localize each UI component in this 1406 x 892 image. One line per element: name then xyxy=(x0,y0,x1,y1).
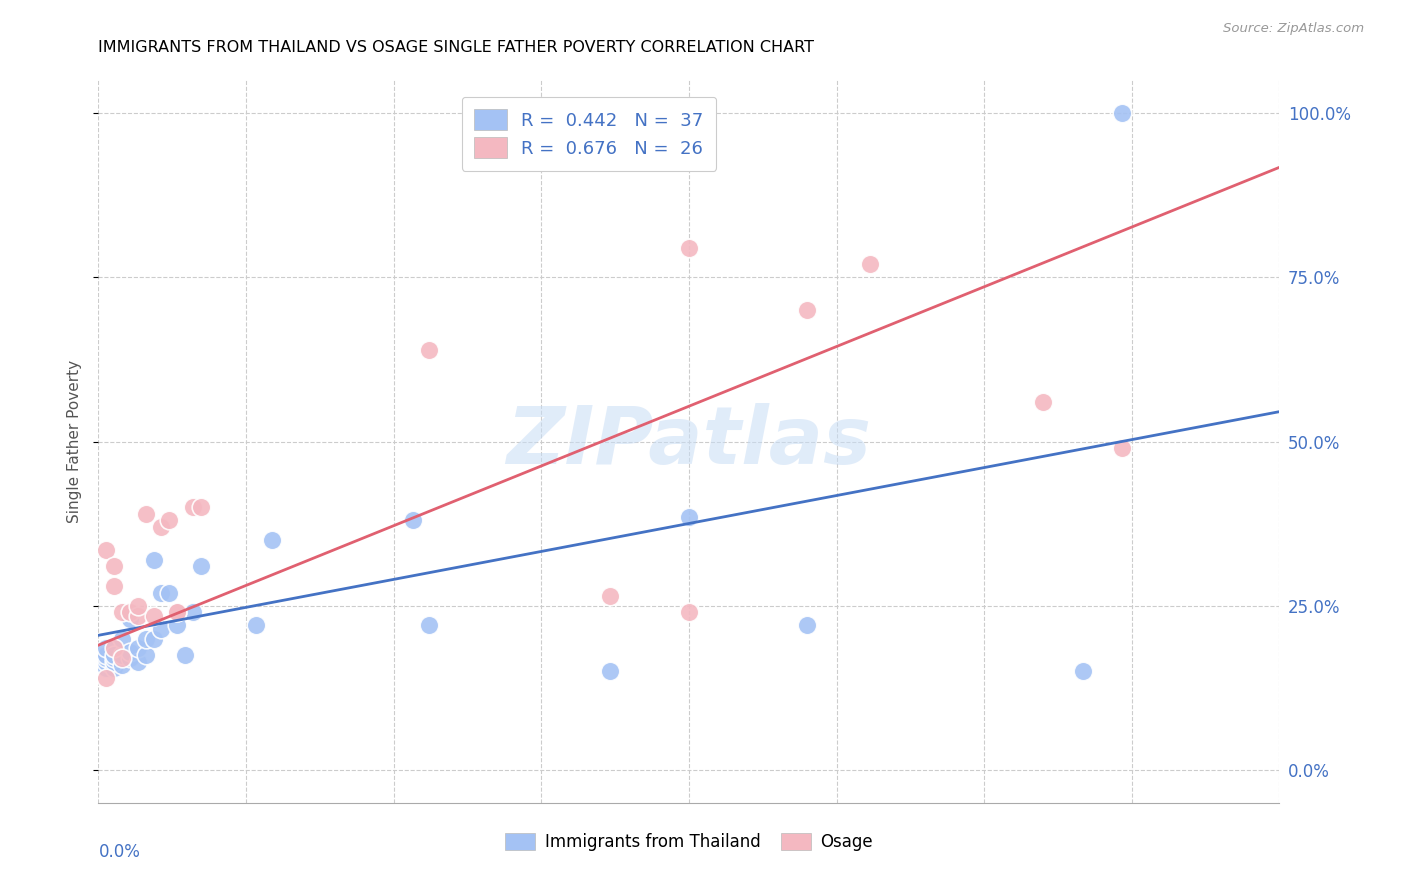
Point xyxy=(599,589,621,603)
Point xyxy=(127,599,149,613)
Point xyxy=(118,645,141,659)
Point xyxy=(181,605,204,619)
Point xyxy=(103,641,125,656)
Point xyxy=(157,513,180,527)
Point xyxy=(96,641,118,656)
Point xyxy=(142,553,165,567)
Point xyxy=(127,641,149,656)
Point xyxy=(96,651,118,665)
Point xyxy=(166,605,188,619)
Point xyxy=(111,651,134,665)
Point xyxy=(96,542,118,557)
Point xyxy=(796,618,818,632)
Point xyxy=(166,605,188,619)
Point xyxy=(103,648,125,662)
Point xyxy=(174,648,197,662)
Point xyxy=(103,651,125,665)
Point xyxy=(190,500,212,515)
Point xyxy=(150,585,173,599)
Point xyxy=(96,671,118,685)
Point xyxy=(111,605,134,619)
Point xyxy=(118,612,141,626)
Point xyxy=(190,559,212,574)
Point xyxy=(678,510,700,524)
Point xyxy=(1111,441,1133,455)
Point xyxy=(418,618,440,632)
Point xyxy=(166,618,188,632)
Point xyxy=(135,507,157,521)
Point xyxy=(418,343,440,357)
Point xyxy=(142,608,165,623)
Point xyxy=(111,632,134,646)
Text: Source: ZipAtlas.com: Source: ZipAtlas.com xyxy=(1223,22,1364,36)
Point xyxy=(111,657,134,672)
Point xyxy=(181,500,204,515)
Point xyxy=(96,648,118,662)
Text: IMMIGRANTS FROM THAILAND VS OSAGE SINGLE FATHER POVERTY CORRELATION CHART: IMMIGRANTS FROM THAILAND VS OSAGE SINGLE… xyxy=(98,40,814,55)
Point xyxy=(1032,395,1054,409)
Text: 0.0%: 0.0% xyxy=(98,843,141,861)
Legend: Immigrants from Thailand, Osage: Immigrants from Thailand, Osage xyxy=(496,825,882,860)
Point xyxy=(135,632,157,646)
Point xyxy=(150,622,173,636)
Point xyxy=(796,303,818,318)
Point xyxy=(599,665,621,679)
Point xyxy=(1071,665,1094,679)
Point xyxy=(96,661,118,675)
Point xyxy=(111,648,134,662)
Point xyxy=(150,520,173,534)
Point xyxy=(118,651,141,665)
Point xyxy=(402,513,425,527)
Point xyxy=(1111,106,1133,120)
Point xyxy=(135,648,157,662)
Point xyxy=(103,559,125,574)
Text: ZIPatlas: ZIPatlas xyxy=(506,402,872,481)
Y-axis label: Single Father Poverty: Single Father Poverty xyxy=(67,360,83,523)
Point xyxy=(678,241,700,255)
Point xyxy=(96,655,118,669)
Point xyxy=(142,632,165,646)
Point xyxy=(103,655,125,669)
Point xyxy=(260,533,283,547)
Point xyxy=(118,605,141,619)
Point xyxy=(127,655,149,669)
Point xyxy=(103,579,125,593)
Point xyxy=(127,608,149,623)
Point xyxy=(245,618,267,632)
Point xyxy=(859,257,882,271)
Point xyxy=(157,585,180,599)
Point xyxy=(678,605,700,619)
Point xyxy=(103,661,125,675)
